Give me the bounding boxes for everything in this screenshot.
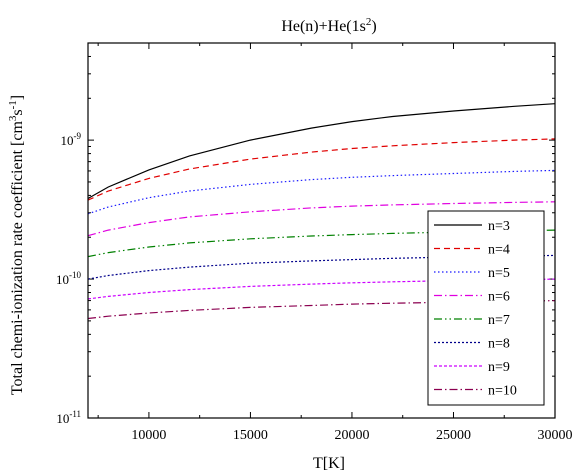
legend-box xyxy=(427,210,545,406)
legend-label: n=5 xyxy=(488,266,510,281)
legend-label: n=9 xyxy=(488,360,510,375)
legend-label: n=10 xyxy=(488,384,517,399)
x-tick-label: 10000 xyxy=(131,428,166,443)
chart-title-sup: 2 xyxy=(366,16,372,28)
plot-frame xyxy=(87,42,556,419)
legend-label: n=6 xyxy=(488,290,510,305)
series-line-n=6 xyxy=(87,201,556,237)
y-tick-label: 10-9 xyxy=(61,131,82,148)
series-line-n=3 xyxy=(87,103,556,200)
series-line-n=8 xyxy=(87,254,556,280)
x-tick-label: 20000 xyxy=(334,428,369,443)
y-axis-label: Total chemi-ionization rate coefficient … xyxy=(7,95,26,395)
legend-label: n=7 xyxy=(488,313,510,328)
series-line-n=4 xyxy=(87,138,556,201)
series-line-n=5 xyxy=(87,169,556,215)
legend-label: n=8 xyxy=(488,337,510,352)
x-tick-label: 25000 xyxy=(436,428,471,443)
series-line-n=10 xyxy=(87,300,556,320)
x-axis-label: T[K] xyxy=(313,455,345,472)
y-tick-label: 10-11 xyxy=(56,409,81,426)
x-tick-label: 15000 xyxy=(233,428,268,443)
legend-label: n=4 xyxy=(488,243,510,258)
x-tick-label: 30000 xyxy=(538,428,573,443)
legend-label: n=3 xyxy=(488,219,510,234)
y-tick-label: 10-10 xyxy=(56,270,81,287)
chart-title: He(n)+He(1s2) xyxy=(281,16,376,35)
